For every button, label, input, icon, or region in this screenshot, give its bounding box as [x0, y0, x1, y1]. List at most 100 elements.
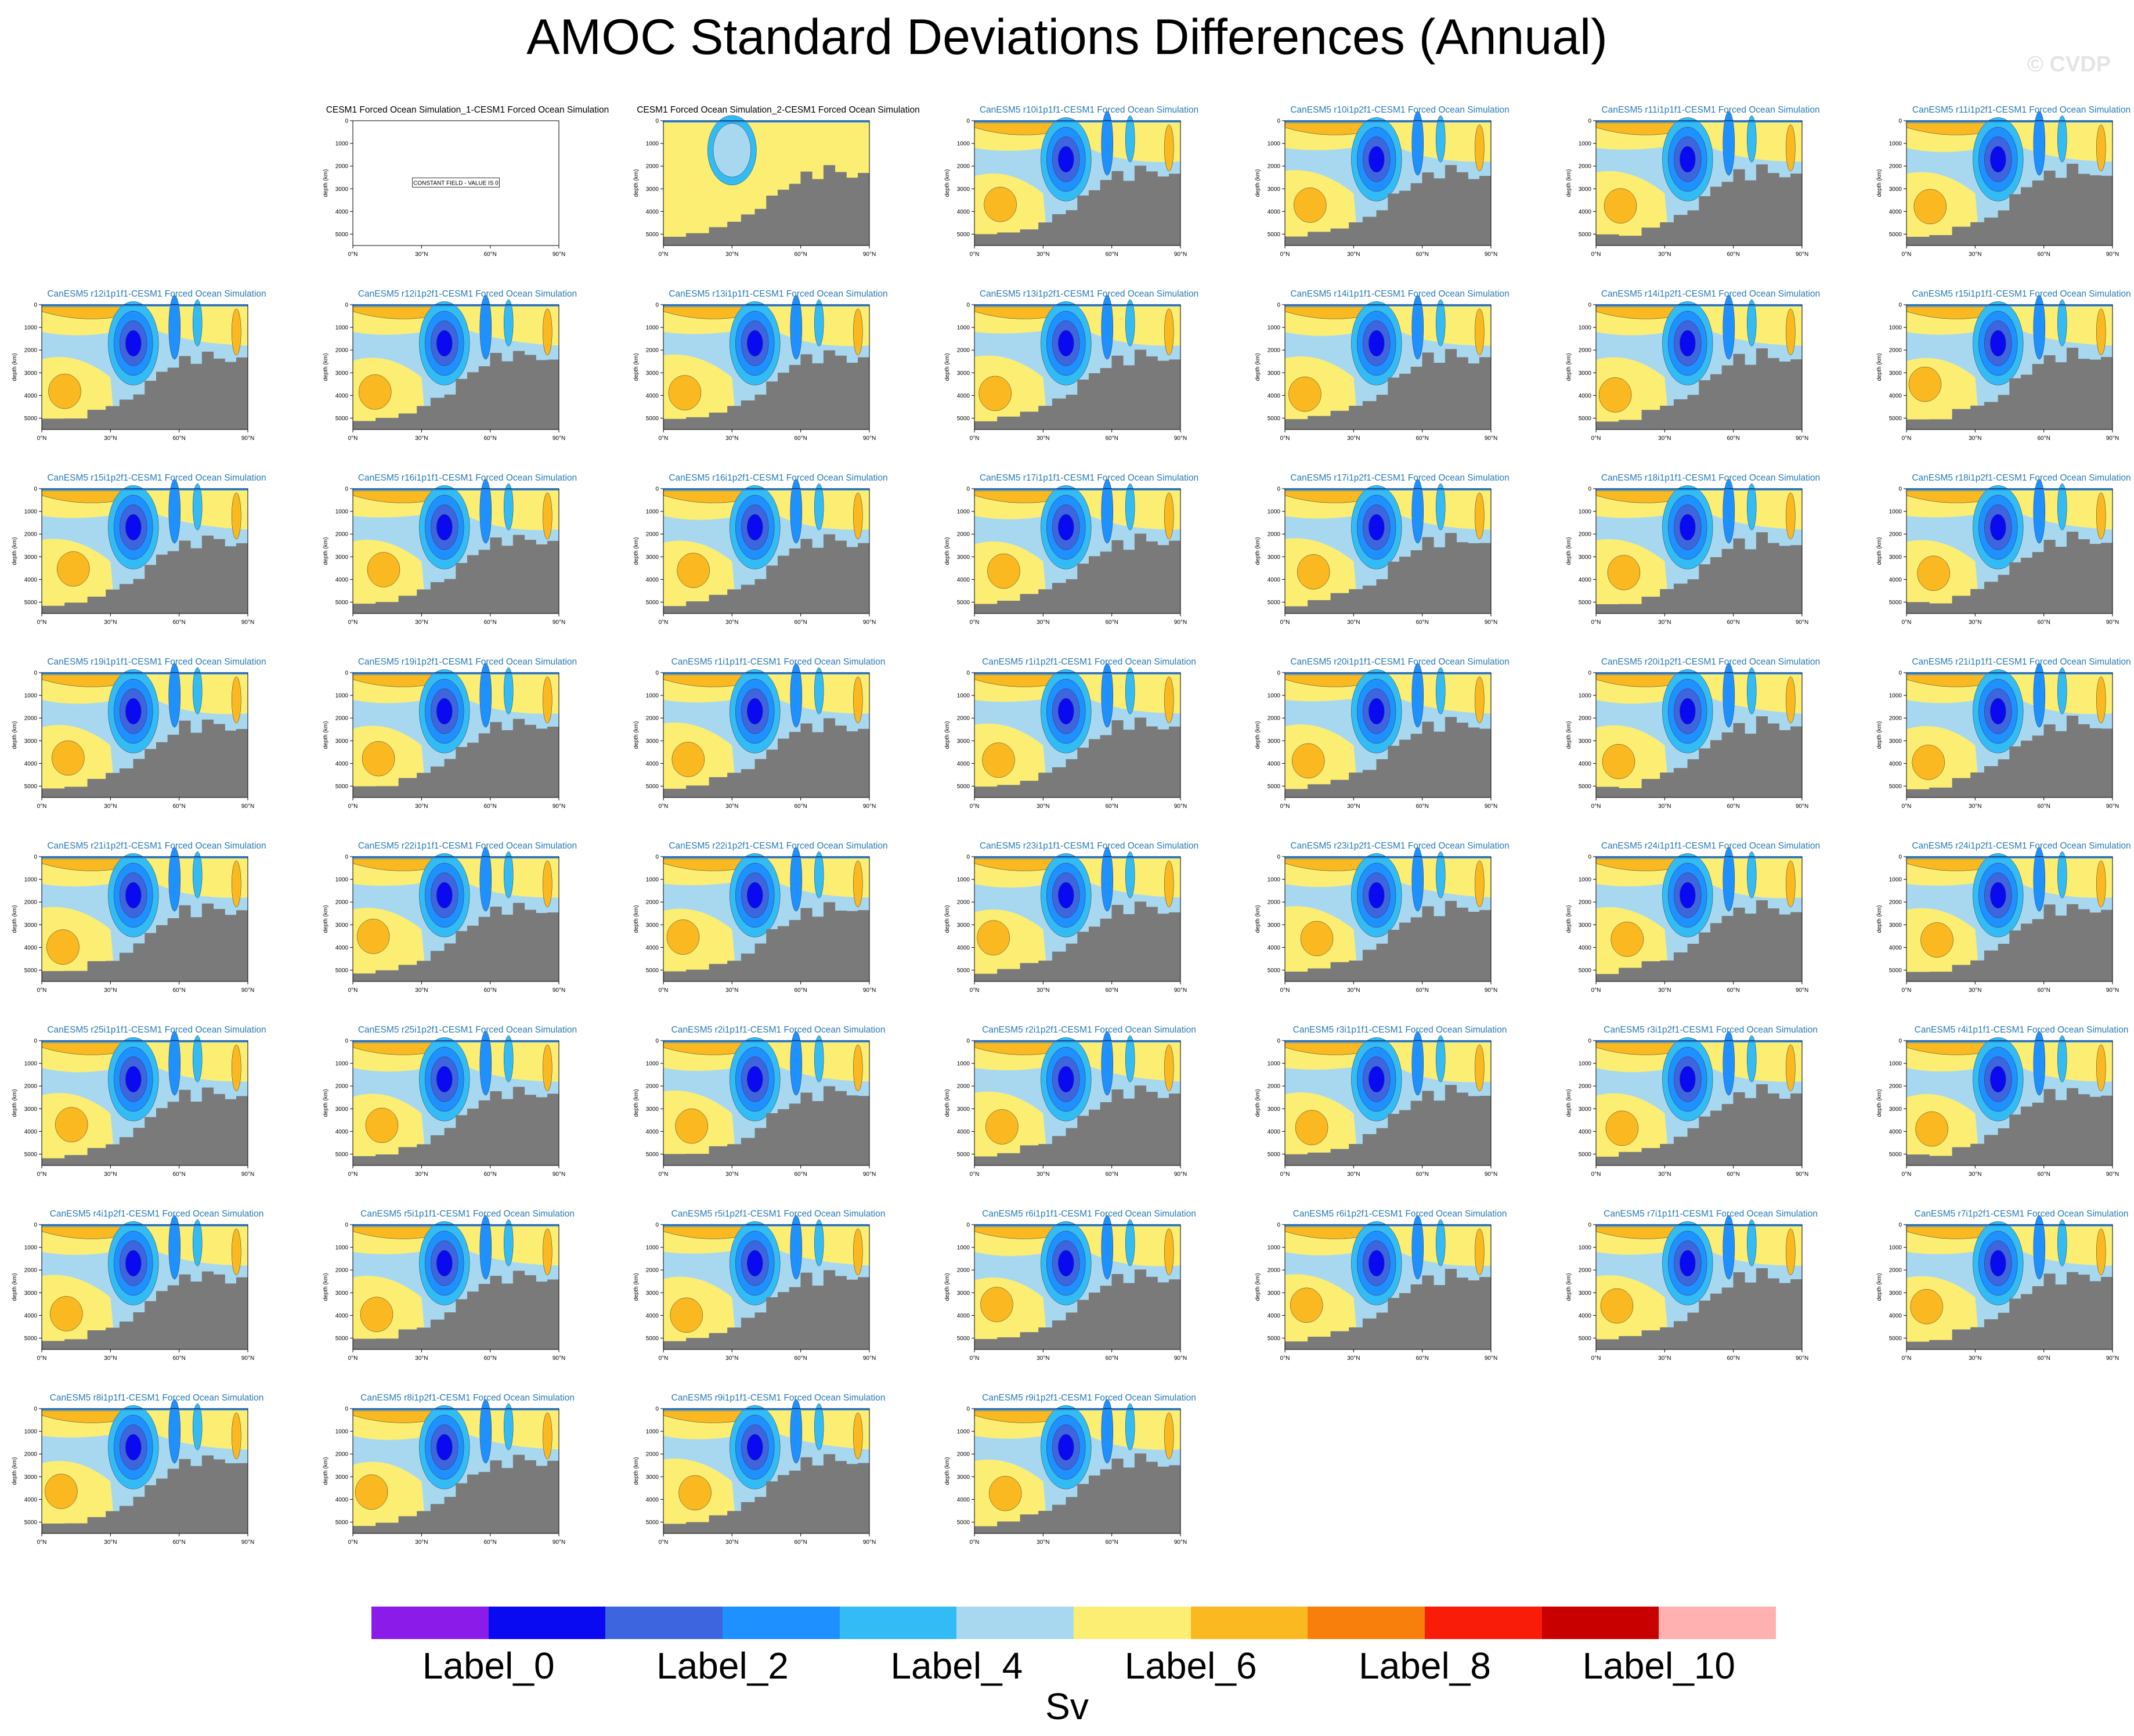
- y-tick-label: 3000: [24, 1290, 38, 1297]
- contour-fill-orange-north: [2096, 676, 2106, 724]
- contour-fill-surface: [974, 673, 1180, 674]
- contour-fill-surface: [663, 121, 869, 122]
- y-tick-label: 1000: [1268, 141, 1281, 147]
- y-tick-label: 4000: [1889, 577, 1902, 583]
- y-tick-label: 3000: [1268, 370, 1281, 377]
- contour-fill-core-ring: [1990, 1250, 2006, 1277]
- y-tick-label: 0: [966, 302, 970, 309]
- contour-fill-surface: [352, 857, 559, 858]
- panel-title: CanESM5 r18i1p2f1-CESM1 Forced Ocean Sim…: [1912, 473, 2131, 483]
- contour-fill-orange-blob: [987, 553, 1020, 589]
- y-tick-label: 2000: [24, 716, 38, 722]
- colorbar-swatch: [839, 1607, 957, 1639]
- contour-fill-orange-blob: [1294, 187, 1327, 223]
- y-tick-label: 0: [1277, 302, 1280, 309]
- panel: CanESM5 r4i1p2f1-CESM1 Forced Ocean Simu…: [0, 1208, 302, 1383]
- x-tick-label: 90°N: [1485, 251, 1497, 258]
- plot-frame: [663, 304, 870, 430]
- y-tick-label: 5000: [1578, 968, 1591, 974]
- y-tick-label: 0: [966, 1038, 970, 1045]
- contour-fill-orange-blob: [988, 1475, 1022, 1511]
- y-tick-label: 4000: [646, 1129, 659, 1135]
- x-tick-label: 30°N: [725, 987, 738, 994]
- x-tick-label: 90°N: [863, 1355, 876, 1362]
- plot-frame: [41, 672, 248, 798]
- y-tick-label: 2000: [1889, 716, 1902, 722]
- y-axis-label: depth (km): [633, 1273, 640, 1301]
- y-axis-label: depth (km): [12, 353, 18, 381]
- panel-title: CanESM5 r13i1p1f1-CESM1 Forced Ocean Sim…: [669, 289, 888, 299]
- panel: CanESM5 r1i1p1f1-CESM1 Forced Ocean Simu…: [622, 656, 923, 831]
- panel-plot: 0 1000 2000 3000 4000 5000 0°N 30°N 60°N 90°N dept…: [1255, 1031, 1497, 1178]
- panel-title: CanESM5 r21i1p2f1-CESM1 Forced Ocean Sim…: [47, 841, 266, 851]
- panel-plot: 0 1000 2000 3000 4000 5000 0°N 30°N 60°N 90°N dept…: [633, 1399, 876, 1546]
- contour-fill-core-ring: [1679, 330, 1695, 357]
- plot-frame: [1284, 304, 1492, 430]
- y-tick-label: 1000: [24, 693, 38, 699]
- panel-title: CanESM5 r7i1p2f1-CESM1 Forced Ocean Simu…: [1914, 1209, 2129, 1219]
- x-tick-label: 0°N: [969, 803, 979, 810]
- y-tick-label: 4000: [1578, 393, 1591, 399]
- contour-fill-orange-blob: [45, 1474, 78, 1509]
- y-axis-label: depth (km): [1566, 1089, 1572, 1117]
- panel-plot: 0 1000 2000 3000 4000 5000 0°N 30°N 60°N 90°N dept…: [1876, 479, 2119, 626]
- x-tick-label: 60°N: [1105, 619, 1118, 626]
- y-axis-label: depth (km): [12, 1273, 18, 1301]
- contour-fill-orange-north: [2096, 1044, 2106, 1092]
- y-tick-label: 2000: [1268, 716, 1281, 722]
- y-tick-label: 5000: [24, 1520, 38, 1526]
- y-tick-label: 1000: [956, 877, 970, 883]
- contour-fill-blue-column: [192, 1035, 203, 1082]
- contour-fill-blue-column: [479, 1031, 492, 1096]
- plot-frame: [974, 488, 1180, 614]
- panel-plot: 0 1000 2000 3000 4000 5000 0°N 30°N 60°N 90°N dept…: [633, 115, 876, 258]
- y-tick-label: 1000: [956, 1061, 970, 1067]
- x-tick-label: 30°N: [1969, 803, 1981, 810]
- x-tick-label: 30°N: [104, 1355, 117, 1362]
- x-tick-label: 30°N: [1658, 619, 1671, 626]
- colorbar-label: Label_4: [890, 1645, 1023, 1687]
- y-tick-label: 4000: [335, 393, 348, 399]
- y-tick-label: 4000: [956, 393, 970, 399]
- contour-fill-blue-column: [1746, 116, 1756, 163]
- y-tick-label: 2000: [1578, 532, 1591, 538]
- contour-fill-blue-column: [814, 483, 824, 530]
- contour-fill-orange-north: [1785, 860, 1796, 908]
- x-tick-label: 60°N: [1416, 803, 1428, 810]
- colorbar-swatch: [1425, 1607, 1543, 1639]
- figure-title: AMOC Standard Deviations Differences (An…: [526, 9, 1608, 65]
- contour-fill-core-ring: [1990, 146, 2006, 173]
- contour-fill-core-ring: [125, 330, 142, 357]
- y-tick-label: 4000: [956, 1129, 970, 1135]
- contour-fill-core-ring: [1679, 1250, 1695, 1277]
- panel-title: CanESM5 r5i1p2f1-CESM1 Forced Ocean Simu…: [671, 1209, 886, 1219]
- x-tick-label: 0°N: [37, 435, 47, 442]
- panel-plot: 0 1000 2000 3000 4000 5000 0°N 30°N 60°N 90°N dept…: [1255, 111, 1497, 258]
- panel-title: CanESM5 r12i1p1f1-CESM1 Forced Ocean Sim…: [47, 289, 266, 299]
- y-tick-label: 0: [34, 1406, 37, 1413]
- y-tick-label: 5000: [24, 784, 38, 790]
- y-tick-label: 0: [1588, 1222, 1591, 1229]
- x-tick-label: 90°N: [2106, 803, 2119, 810]
- panel-plot: 0 1000 2000 3000 4000 5000 0°N 30°N 60°N 90°N dept…: [1255, 663, 1497, 810]
- contour-fill-orange-north: [1475, 860, 1485, 908]
- contour-fill-orange-north: [232, 860, 241, 908]
- bathymetry-mask: [663, 165, 870, 246]
- y-tick-label: 1000: [1889, 509, 1902, 515]
- panel-plot: 0 1000 2000 3000 4000 5000 0°N 30°N 60°N 90°N dept…: [633, 663, 876, 810]
- x-tick-label: 0°N: [348, 251, 358, 258]
- y-tick-label: 4000: [335, 577, 348, 583]
- colorbar: [371, 1607, 1776, 1639]
- contour-fill-orange-blob: [1288, 376, 1321, 412]
- x-tick-label: 90°N: [863, 1539, 876, 1546]
- y-tick-label: 3000: [646, 370, 659, 377]
- y-axis-label: depth (km): [944, 1273, 951, 1301]
- y-axis-label: depth (km): [944, 353, 951, 381]
- y-tick-label: 2000: [1578, 716, 1591, 722]
- contour-fill-blue-column: [790, 847, 803, 912]
- plot-frame: [352, 1408, 559, 1534]
- contour-fill-blue-column: [503, 1035, 513, 1082]
- contour-fill-blue-column: [1435, 299, 1446, 347]
- x-tick-label: 30°N: [1969, 251, 1981, 258]
- contour-fill-blue-column: [814, 1403, 824, 1450]
